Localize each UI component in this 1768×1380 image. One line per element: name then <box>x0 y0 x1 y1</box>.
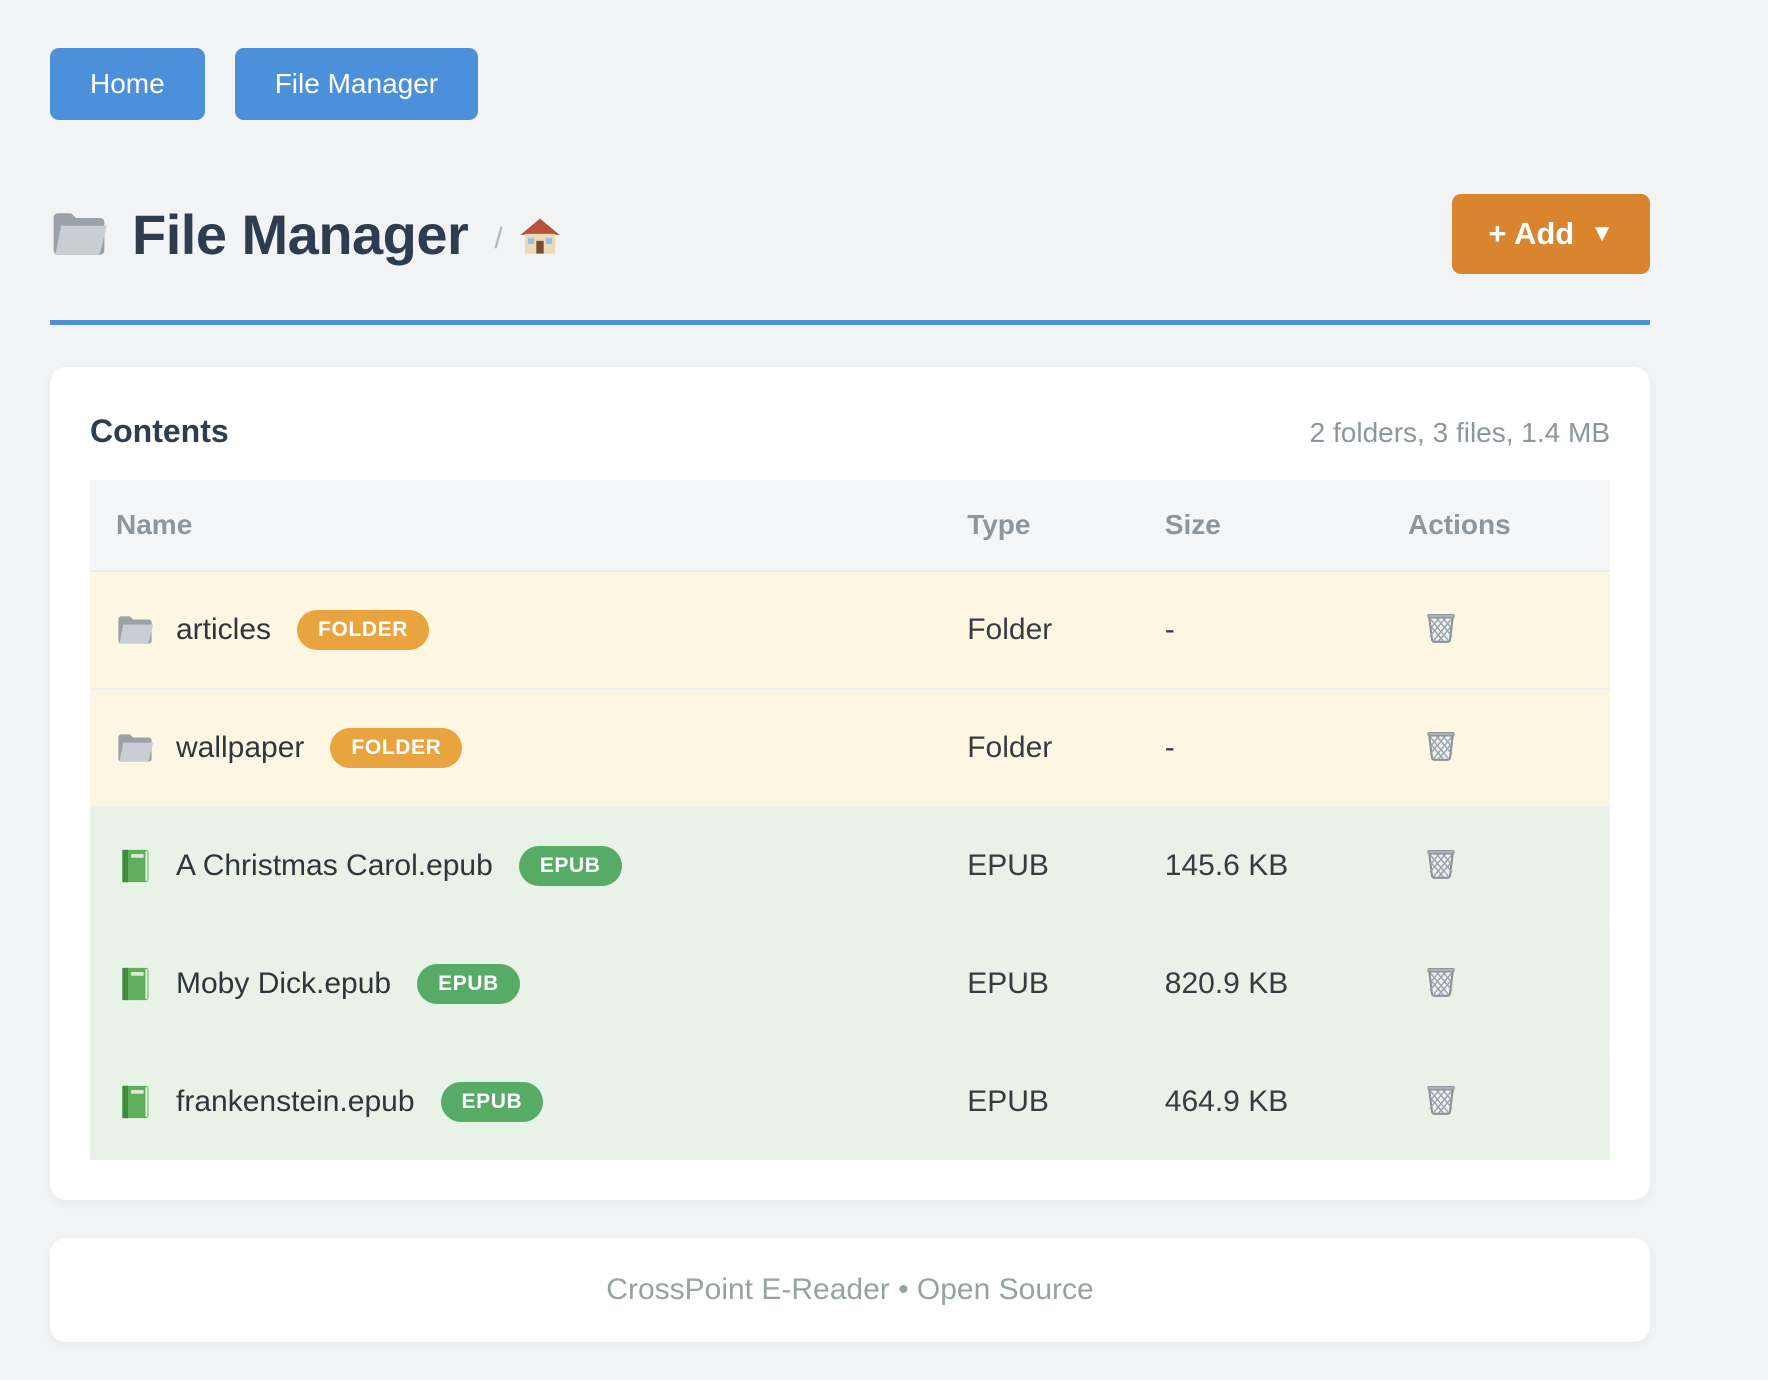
title-group: File Manager / <box>50 202 561 267</box>
trash-icon <box>1422 1079 1460 1117</box>
trash-icon <box>1422 961 1460 999</box>
file-type-badge: EPUB <box>518 846 622 886</box>
footer: CrossPoint E-Reader • Open Source <box>50 1238 1650 1342</box>
title-divider <box>50 320 1650 325</box>
table-row: frankenstein.epub EPUB EPUB 464.9 KB <box>90 1043 1610 1160</box>
item-size: - <box>1138 689 1382 808</box>
delete-button[interactable] <box>1422 843 1460 881</box>
top-nav: Home File Manager <box>50 48 1650 120</box>
book-icon <box>116 847 154 885</box>
item-type: Folder <box>941 571 1139 690</box>
table-row: A Christmas Carol.epub EPUB EPUB 145.6 K… <box>90 807 1610 926</box>
file-type-badge: EPUB <box>440 1082 544 1122</box>
nav-home-button[interactable]: Home <box>50 48 205 120</box>
page-header: File Manager / + Add ▼ <box>50 194 1650 274</box>
item-name-link[interactable]: frankenstein.epub <box>176 1085 415 1118</box>
page-container: Home File Manager File Manager / <box>50 0 1650 1342</box>
page-title: File Manager <box>132 202 469 266</box>
column-header-size: Size <box>1138 480 1382 572</box>
column-header-name: Name <box>90 480 942 572</box>
book-icon <box>116 1083 154 1121</box>
house-icon <box>519 216 561 258</box>
delete-button[interactable] <box>1422 1079 1460 1117</box>
breadcrumb-separator: / <box>494 222 503 255</box>
contents-title: Contents <box>90 413 229 449</box>
item-type: EPUB <box>941 807 1139 926</box>
breadcrumb-home-link[interactable] <box>519 216 561 258</box>
chevron-down-icon: ▼ <box>1590 220 1614 247</box>
contents-table: Name Type Size Actions articles FOLDER F… <box>90 480 1610 1160</box>
footer-text: CrossPoint E-Reader • Open Source <box>606 1273 1094 1306</box>
contents-summary: 2 folders, 3 files, 1.4 MB <box>1309 417 1610 448</box>
table-header-row: Name Type Size Actions <box>90 480 1610 572</box>
add-button-label: + Add <box>1488 216 1575 251</box>
file-type-badge: EPUB <box>417 964 520 1004</box>
item-size: 820.9 KB <box>1138 925 1382 1044</box>
item-name-link[interactable]: articles <box>176 613 272 646</box>
book-icon <box>116 965 154 1003</box>
file-type-badge: FOLDER <box>297 610 429 650</box>
table-row: articles FOLDER Folder - <box>90 571 1610 690</box>
trash-icon <box>1422 607 1460 645</box>
trash-icon <box>1422 843 1460 881</box>
column-header-actions: Actions <box>1381 480 1610 572</box>
item-size: - <box>1138 571 1382 690</box>
delete-button[interactable] <box>1422 961 1460 999</box>
item-type: Folder <box>941 689 1139 808</box>
item-name-link[interactable]: Moby Dick.epub <box>176 967 392 1000</box>
add-button[interactable]: + Add ▼ <box>1452 194 1650 274</box>
contents-card: Contents 2 folders, 3 files, 1.4 MB Name… <box>50 367 1650 1200</box>
folder-icon <box>116 729 154 767</box>
trash-icon <box>1422 725 1460 763</box>
item-type: EPUB <box>941 925 1139 1044</box>
item-name-link[interactable]: wallpaper <box>176 731 305 764</box>
folder-icon <box>50 205 108 263</box>
item-type: EPUB <box>941 1043 1139 1160</box>
nav-file-manager-button[interactable]: File Manager <box>234 48 479 120</box>
folder-icon <box>116 611 154 649</box>
table-row: wallpaper FOLDER Folder - <box>90 689 1610 808</box>
item-name-link[interactable]: A Christmas Carol.epub <box>176 849 493 882</box>
column-header-type: Type <box>941 480 1139 572</box>
item-size: 464.9 KB <box>1138 1043 1382 1160</box>
table-row: Moby Dick.epub EPUB EPUB 820.9 KB <box>90 925 1610 1044</box>
table-body: articles FOLDER Folder - <box>90 571 1610 1160</box>
delete-button[interactable] <box>1422 725 1460 763</box>
file-type-badge: FOLDER <box>330 728 463 768</box>
delete-button[interactable] <box>1422 607 1460 645</box>
contents-card-header: Contents 2 folders, 3 files, 1.4 MB <box>90 413 1610 450</box>
item-size: 145.6 KB <box>1138 807 1382 926</box>
